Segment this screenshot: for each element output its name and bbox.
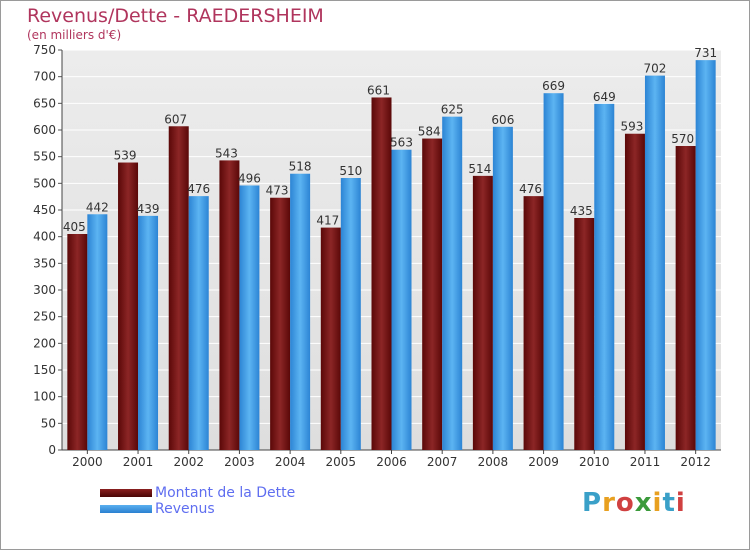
bar-revenus [695, 60, 716, 451]
y-tick-label: 600 [33, 123, 56, 137]
bar-dette [371, 97, 392, 450]
data-label-revenus: 476 [187, 182, 210, 196]
bar-revenus [138, 215, 159, 450]
y-tick-label: 450 [33, 203, 56, 217]
y-tick-label: 50 [41, 416, 56, 430]
data-label-revenus: 442 [86, 200, 109, 214]
x-tick-label: 2009 [528, 455, 559, 469]
bar-dette [320, 227, 341, 450]
x-tick-label: 2006 [376, 455, 407, 469]
data-label-revenus: 518 [289, 160, 312, 174]
bar-dette [168, 126, 189, 451]
x-tick-label: 2012 [680, 455, 711, 469]
logo-letter: x [634, 488, 653, 518]
x-tick-label: 2001 [123, 455, 154, 469]
x-tick-label: 2000 [72, 455, 103, 469]
logo-letter: o [615, 488, 635, 518]
data-label-dette: 539 [114, 149, 137, 163]
y-tick-label: 200 [33, 336, 56, 350]
data-label-revenus: 563 [390, 136, 413, 150]
data-label-dette: 593 [621, 120, 644, 134]
bar-revenus [188, 196, 209, 450]
bar-dette [422, 138, 443, 451]
bar-dette [219, 160, 240, 450]
x-tick-label: 2011 [630, 455, 661, 469]
x-tick-label: 2010 [579, 455, 610, 469]
logo-letter: t [662, 488, 676, 518]
y-tick-label: 0 [48, 443, 56, 457]
data-label-dette: 417 [316, 214, 339, 228]
bar-dette [523, 196, 544, 450]
data-label-revenus: 625 [441, 103, 464, 117]
data-label-revenus: 496 [238, 171, 261, 185]
y-tick-label: 700 [33, 70, 56, 84]
y-tick-label: 650 [33, 96, 56, 110]
logo-letter: r [602, 488, 616, 518]
bar-dette [624, 133, 645, 450]
data-label-dette: 435 [570, 204, 593, 218]
x-tick-label: 2007 [427, 455, 458, 469]
x-tick-label: 2005 [326, 455, 357, 469]
y-tick-label: 100 [33, 390, 56, 404]
legend-swatch-dette [100, 489, 152, 497]
legend-swatch-revenus [100, 505, 152, 513]
chart-title: Revenus/Dette - RAEDERSHEIM [27, 5, 324, 27]
proxiti-logo: Proxiti [582, 488, 686, 518]
bar-revenus [340, 178, 361, 450]
y-tick-label: 400 [33, 230, 56, 244]
legend-label-revenus: Revenus [155, 501, 215, 517]
logo-letter: i [675, 488, 686, 518]
x-tick-label: 2008 [478, 455, 509, 469]
y-tick-label: 500 [33, 176, 56, 190]
data-label-dette: 514 [468, 162, 491, 176]
y-tick-label: 250 [33, 310, 56, 324]
chart-subtitle: (en milliers d'€) [27, 28, 122, 42]
bar-revenus [391, 149, 412, 450]
bar-revenus [644, 75, 665, 450]
bar-dette [67, 234, 88, 450]
data-label-dette: 405 [63, 220, 86, 234]
y-tick-label: 150 [33, 363, 56, 377]
bar-dette [574, 218, 595, 450]
data-label-revenus: 510 [339, 164, 362, 178]
x-tick-label: 2002 [173, 455, 204, 469]
data-label-revenus: 702 [644, 62, 667, 76]
data-label-revenus: 649 [593, 90, 616, 104]
bar-dette [675, 146, 696, 450]
data-label-dette: 661 [367, 83, 390, 97]
data-label-revenus: 439 [137, 202, 160, 216]
data-label-dette: 570 [671, 132, 694, 146]
data-label-revenus: 669 [542, 79, 565, 93]
y-tick-label: 350 [33, 256, 56, 270]
data-label-dette: 543 [215, 146, 238, 160]
bar-revenus [87, 214, 108, 450]
x-tick-label: 2003 [224, 455, 255, 469]
x-tick-label: 2004 [275, 455, 306, 469]
bar-revenus [290, 173, 311, 450]
bar-dette [472, 175, 493, 450]
y-tick-label: 750 [33, 43, 56, 57]
bar-revenus [492, 126, 513, 451]
data-label-dette: 476 [519, 182, 542, 196]
data-label-revenus: 606 [491, 113, 514, 127]
bar-revenus [543, 93, 564, 450]
data-label-dette: 584 [418, 125, 441, 139]
logo-letter: i [652, 488, 663, 518]
y-tick-label: 300 [33, 283, 56, 297]
logo-letter: P [582, 488, 603, 518]
bar-revenus [239, 185, 260, 450]
data-label-dette: 607 [164, 112, 187, 126]
data-label-revenus: 731 [694, 46, 717, 60]
bar-revenus [442, 116, 463, 451]
bar-revenus [594, 103, 615, 450]
y-tick-label: 550 [33, 150, 56, 164]
data-label-dette: 473 [266, 184, 289, 198]
bar-dette [118, 162, 139, 451]
legend-label-dette: Montant de la Dette [155, 485, 296, 501]
bar-dette [270, 197, 291, 450]
